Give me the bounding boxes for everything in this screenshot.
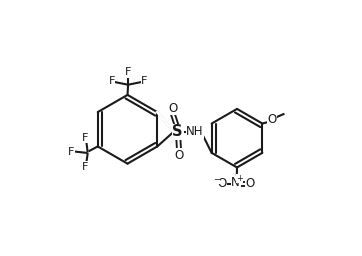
Text: F: F — [82, 133, 88, 143]
Text: F: F — [125, 68, 131, 78]
Text: F: F — [68, 146, 75, 157]
Text: S: S — [172, 124, 183, 139]
Text: F: F — [141, 76, 148, 87]
Text: O: O — [174, 149, 184, 162]
Text: F: F — [109, 76, 115, 87]
Text: N: N — [231, 176, 240, 189]
Text: O: O — [268, 113, 277, 126]
Text: −: − — [212, 175, 220, 184]
Text: O: O — [245, 177, 254, 190]
Text: NH: NH — [186, 125, 204, 138]
Text: S: S — [172, 124, 183, 139]
Text: +: + — [236, 174, 243, 183]
Text: F: F — [82, 162, 88, 172]
Text: O: O — [217, 177, 226, 190]
Text: O: O — [168, 102, 178, 115]
